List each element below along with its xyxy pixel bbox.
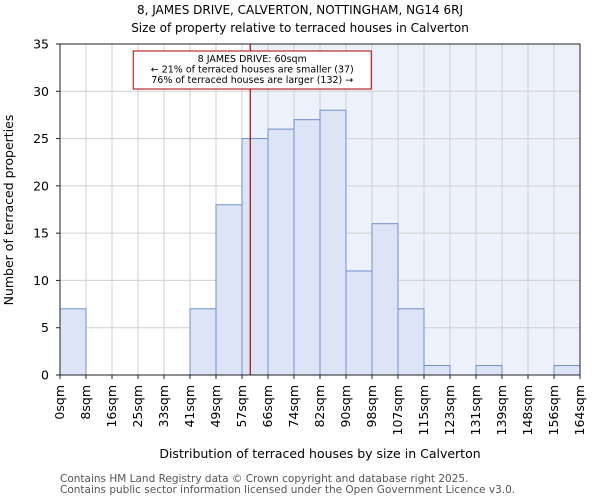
x-axis-label: Distribution of terraced houses by size … [159, 446, 480, 461]
x-tick-label: 139sqm [494, 385, 509, 435]
y-tick-label: 5 [41, 320, 49, 335]
histogram-bar [371, 223, 399, 376]
x-tick-label: 66sqm [260, 385, 275, 428]
x-tick-label: 16sqm [104, 385, 119, 428]
x-tick-label: 156sqm [546, 385, 561, 435]
histogram-bar [59, 308, 87, 376]
y-tick-label: 10 [33, 273, 49, 288]
y-tick-label: 30 [33, 84, 49, 99]
histogram-bar [475, 365, 503, 376]
x-tick-label: 148sqm [520, 385, 535, 435]
footer-line-2: Contains public sector information licen… [60, 484, 516, 496]
x-tick-label: 0sqm [52, 385, 67, 420]
x-tick-label: 8sqm [78, 385, 93, 420]
x-tick-label: 33sqm [156, 385, 171, 428]
x-tick-label: 107sqm [390, 385, 405, 435]
histogram-bar [241, 138, 269, 376]
chart-subtitle: Size of property relative to terraced ho… [131, 21, 469, 35]
marker-annotation-box [132, 50, 372, 90]
histogram-chart: 8, JAMES DRIVE, CALVERTON, NOTTINGHAM, N… [1, 3, 587, 461]
bars-group [59, 109, 581, 376]
x-tick-label: 74sqm [286, 385, 301, 428]
marker-group: 8 JAMES DRIVE: 60sqm← 21% of terraced ho… [132, 44, 372, 375]
histogram-bar [215, 204, 243, 376]
x-ticks-group: 0sqm 8sqm 16sqm 25sqm 33sqm 41sqm 49sqm 57sqm 66… [52, 375, 587, 435]
x-tick-label: 90sqm [338, 385, 353, 428]
x-tick-label: 131sqm [468, 385, 483, 435]
y-tick-label: 25 [33, 131, 49, 146]
y-ticks-group: 0 5 10 15 20 25 30 35 [33, 37, 60, 383]
y-tick-label: 0 [41, 368, 49, 383]
x-tick-label: 49sqm [208, 385, 223, 428]
histogram-bar [267, 128, 295, 376]
histogram-bar [189, 308, 217, 376]
histogram-bar [345, 270, 373, 376]
footer-line-1: Contains HM Land Registry data © Crown c… [60, 473, 469, 485]
x-tick-label: 41sqm [182, 385, 197, 428]
histogram-bar [319, 109, 347, 376]
x-tick-label: 82sqm [312, 385, 327, 428]
y-tick-label: 15 [33, 226, 49, 241]
y-axis-label: Number of terraced properties [1, 115, 16, 306]
marker-label-smaller: ← 21% of terraced houses are smaller (37… [151, 65, 354, 76]
x-tick-label: 123sqm [442, 385, 457, 435]
y-tick-label: 20 [33, 178, 49, 193]
histogram-bar [293, 119, 321, 376]
marker-label-title: 8 JAMES DRIVE: 60sqm [198, 54, 307, 65]
x-tick-label: 98sqm [364, 385, 379, 428]
marker-label-larger: 76% of terraced houses are larger (132) … [151, 75, 353, 86]
x-tick-label: 25sqm [130, 385, 145, 428]
y-tick-label: 35 [33, 37, 49, 52]
histogram-bar [423, 365, 451, 376]
x-tick-label: 115sqm [416, 385, 431, 435]
histogram-bar [397, 308, 425, 376]
chart-title: 8, JAMES DRIVE, CALVERTON, NOTTINGHAM, N… [137, 3, 463, 17]
histogram-bar [553, 365, 581, 376]
x-tick-label: 164sqm [572, 385, 587, 435]
x-tick-label: 57sqm [234, 385, 249, 428]
